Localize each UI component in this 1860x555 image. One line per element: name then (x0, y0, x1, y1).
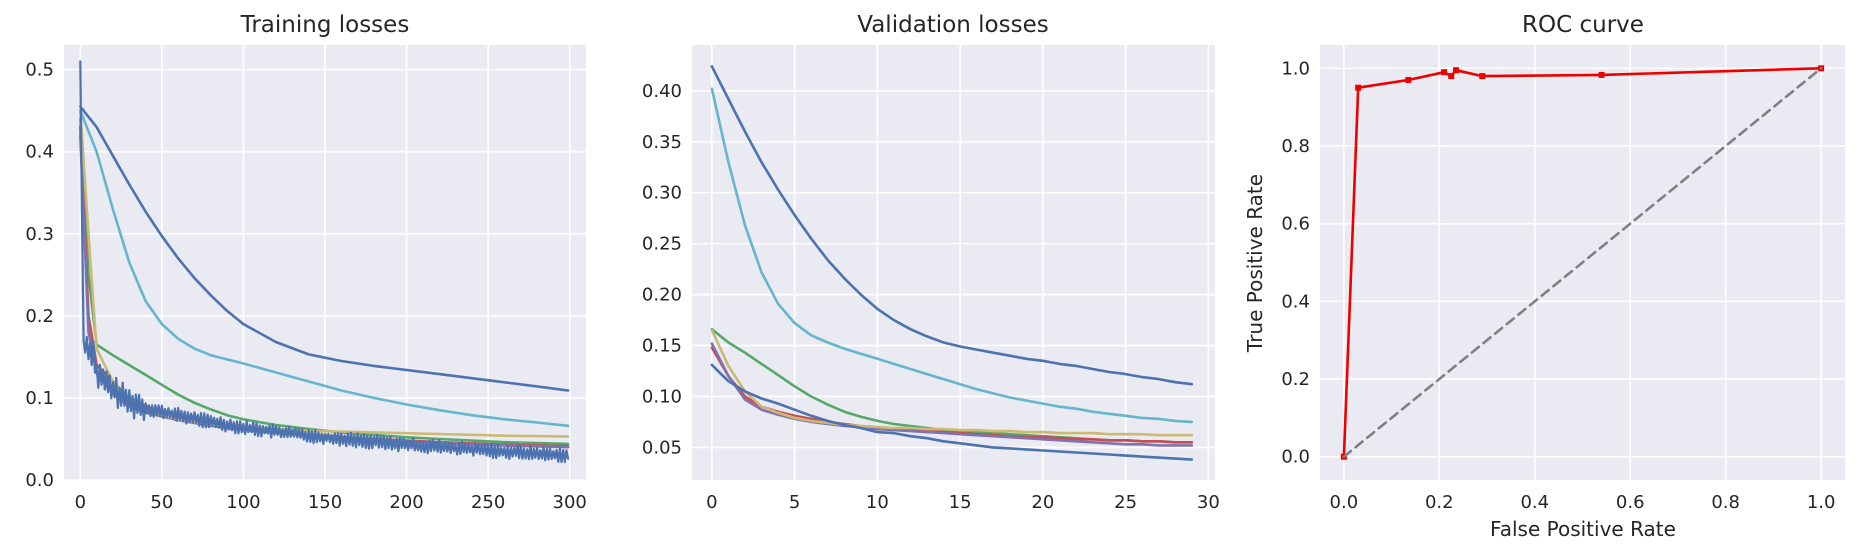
series-line-training-0 (79, 105, 570, 392)
y-tick-label-roc: 1.0 (1281, 58, 1310, 79)
y-tick-label-validation: 0.40 (642, 81, 682, 102)
y-tick-label-validation: 0.30 (642, 183, 682, 204)
series-line-training-1 (79, 109, 570, 428)
y-tick-label-training: 0.0 (25, 470, 54, 491)
series-line-validation-0 (710, 65, 1194, 386)
series-line-training-5 (79, 109, 570, 438)
roc-point-marker (1355, 84, 1362, 91)
y-tick-label-roc: 0.6 (1281, 214, 1310, 235)
x-tick-label-roc: 0.6 (1616, 492, 1645, 513)
series-line-training-2 (79, 117, 570, 446)
y-axis-label-roc: True Positive Rate (1243, 174, 1267, 353)
roc-point-marker (1441, 69, 1448, 76)
x-tick-label-roc: 0.2 (1425, 492, 1454, 513)
x-tick-label-roc: 1.0 (1807, 492, 1836, 513)
y-tick-label-roc: 0.0 (1281, 447, 1310, 468)
x-tick-label-validation: 30 (1197, 492, 1220, 513)
roc-point-marker (1448, 73, 1455, 80)
chart-title-validation: Validation losses (857, 12, 1048, 38)
x-tick-label-validation: 15 (949, 492, 972, 513)
diagonal-reference-line-roc-1 (1342, 67, 1823, 458)
y-tick-label-training: 0.1 (25, 388, 54, 409)
chart-training-losses: 0 50 100 150 200 250 300 0.0 0.1 0.2 0.3 0.4 0.5 Tr… (25, 12, 587, 513)
x-tick-label-training: 200 (389, 492, 423, 513)
chart-validation-losses: 0 5 10 15 20 25 30 0.05 0.10 0.15 0.20 0.25 0.30 0.3… (642, 12, 1220, 513)
roc-point-marker (1479, 73, 1486, 80)
y-tick-label-training: 0.3 (25, 224, 54, 245)
y-tick-label-roc: 0.8 (1281, 136, 1310, 157)
x-tick-label-validation: 0 (706, 492, 717, 513)
y-tick-label-validation: 0.20 (642, 285, 682, 306)
x-axis-label-roc: False Positive Rate (1490, 517, 1676, 541)
x-tick-label-validation: 25 (1114, 492, 1137, 513)
y-tick-label-validation: 0.15 (642, 336, 682, 357)
y-tick-label-validation: 0.35 (642, 132, 682, 153)
y-tick-label-training: 0.5 (25, 60, 54, 81)
x-tick-label-training: 50 (150, 492, 173, 513)
series-line-validation-6 (710, 363, 1194, 461)
y-tick-label-validation: 0.10 (642, 386, 682, 407)
y-tick-label-training: 0.2 (25, 306, 54, 327)
series-line-training-6 (79, 60, 570, 464)
x-tick-label-roc: 0.8 (1711, 492, 1740, 513)
x-tick-label-training: 150 (308, 492, 342, 513)
roc-point-marker (1405, 76, 1412, 83)
x-tick-label-validation: 20 (1031, 492, 1054, 513)
y-tick-label-validation: 0.25 (642, 234, 682, 255)
roc-point-marker (1598, 71, 1605, 78)
roc-point-marker (1453, 67, 1460, 74)
chart-roc-curve: 0.0 0.2 0.4 0.6 0.8 1.0 0.0 0.2 0.4 0.6 0.8 1.0 RO… (1243, 12, 1845, 541)
x-tick-label-validation: 10 (866, 492, 889, 513)
y-tick-label-roc: 0.4 (1281, 291, 1310, 312)
chart-title-training: Training losses (240, 12, 410, 38)
x-tick-label-validation: 5 (789, 492, 800, 513)
series-line-validation-5 (710, 328, 1194, 437)
series-line-validation-1 (710, 87, 1194, 424)
plot-area-validation (692, 45, 1215, 480)
y-tick-label-training: 0.4 (25, 142, 54, 163)
x-tick-label-training: 100 (226, 492, 260, 513)
x-tick-label-training: 250 (471, 492, 505, 513)
y-tick-label-roc: 0.2 (1281, 369, 1310, 390)
x-tick-label-roc: 0.4 (1520, 492, 1549, 513)
x-tick-label-training: 0 (75, 492, 86, 513)
x-tick-label-training: 300 (553, 492, 587, 513)
y-tick-label-validation: 0.05 (642, 437, 682, 458)
chart-title-roc: ROC curve (1522, 12, 1644, 38)
x-tick-label-roc: 0.0 (1330, 492, 1359, 513)
